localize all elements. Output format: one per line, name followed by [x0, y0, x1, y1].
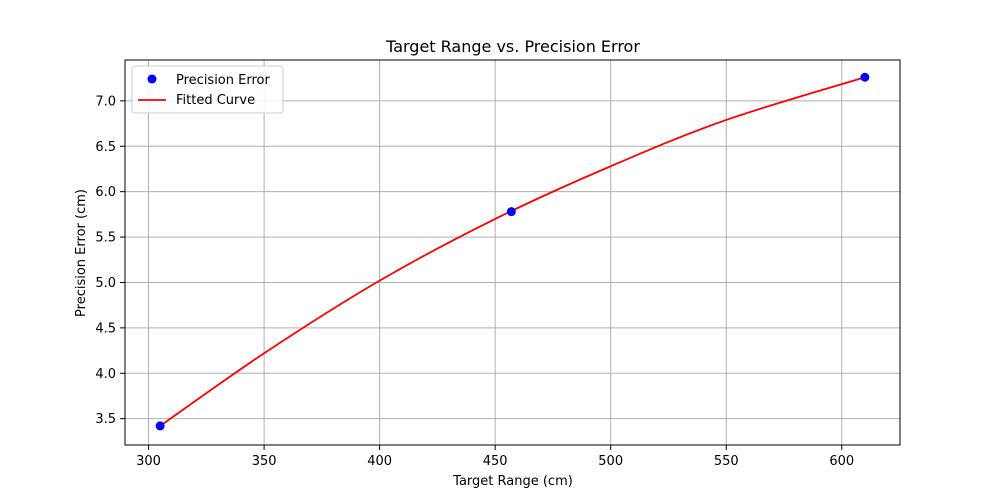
axis-ticks: 300 350 400 450 500 550 600 3.5 4.0 4.5 5.0 5.5 6.0 6… — [95, 94, 854, 469]
y-tick-label: 3.5 — [95, 412, 116, 427]
plot-frame — [124, 59, 901, 446]
y-tick-label: 7.0 — [95, 94, 116, 109]
x-tick-label: 400 — [367, 454, 392, 469]
y-axis-label: Precision Error (cm) — [74, 189, 89, 317]
grid-lines — [125, 60, 900, 445]
precision-error-point — [860, 72, 870, 82]
y-tick-label: 4.0 — [95, 367, 116, 382]
chart-title: Target Range vs. Precision Error — [385, 37, 640, 56]
legend: Precision Error Fitted Curve — [131, 65, 284, 114]
y-tick-label: 4.5 — [95, 321, 116, 336]
y-tick-label: 6.5 — [95, 140, 116, 155]
y-tick-label: 5.0 — [95, 276, 116, 291]
x-tick-label: 350 — [252, 454, 277, 469]
x-tick-label: 450 — [483, 454, 508, 469]
legend-label-precision-error: Precision Error — [176, 73, 270, 88]
legend-frame — [131, 65, 284, 114]
precision-error-point — [155, 421, 165, 431]
y-tick-label: 5.5 — [95, 231, 116, 246]
x-tick-label: 300 — [136, 454, 161, 469]
legend-label-fitted-curve: Fitted Curve — [176, 93, 255, 108]
y-tick-label: 6.0 — [95, 185, 116, 200]
x-tick-label: 550 — [714, 454, 739, 469]
precision-error-point — [506, 207, 516, 217]
x-tick-label: 500 — [598, 454, 623, 469]
series-layer — [155, 72, 870, 431]
x-axis-label: Target Range (cm) — [452, 474, 573, 489]
x-tick-label: 600 — [829, 454, 854, 469]
legend-marker-precision-error — [147, 74, 157, 84]
fitted-curve-line — [159, 76, 866, 427]
